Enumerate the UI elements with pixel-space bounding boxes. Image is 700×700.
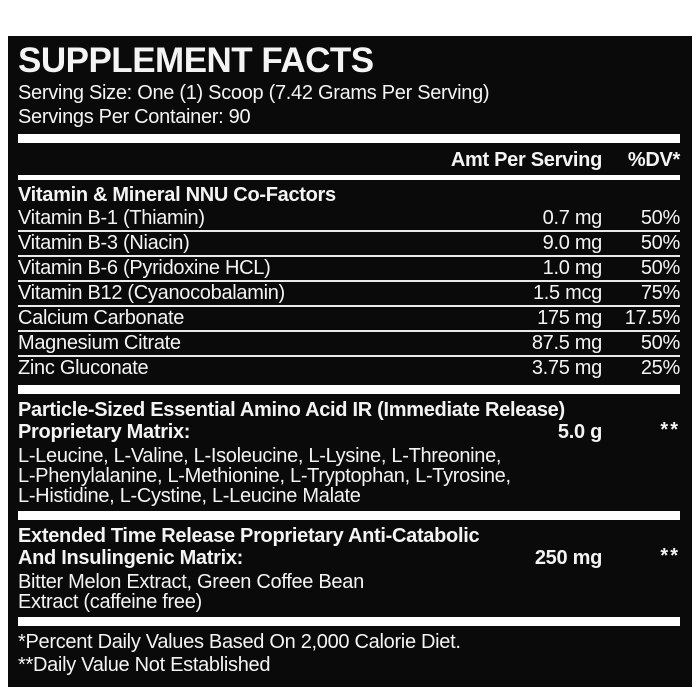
matrix-ingredients: L-Leucine, L-Valine, L-Isoleucine, L-Lys… bbox=[18, 445, 511, 507]
divider-medium bbox=[18, 175, 680, 180]
matrix-name: Particle-Sized Essential Amino Acid IR (… bbox=[18, 399, 565, 443]
ingredient-name: Zinc Gluconate bbox=[18, 357, 149, 379]
ingredient-amount: 0.7 mg bbox=[542, 207, 603, 229]
column-header-amount: Amt Per Serving bbox=[450, 149, 602, 171]
matrix-amount: 5.0 g bbox=[557, 421, 602, 443]
serving-size: Serving Size: One (1) Scoop (7.42 Grams … bbox=[18, 82, 490, 104]
ingredient-amount: 3.75 mg bbox=[531, 357, 602, 379]
page-title: SUPPLEMENT FACTS bbox=[18, 41, 374, 80]
table-row: Calcium Carbonate 175 mg 17.5% bbox=[18, 307, 680, 332]
footnote-dv-not-established: **Daily Value Not Established bbox=[18, 654, 271, 676]
divider-thick bbox=[18, 617, 680, 626]
divider-thick bbox=[18, 134, 680, 143]
matrix-amount: 250 mg bbox=[534, 547, 602, 569]
divider-thick bbox=[18, 385, 680, 394]
ingredient-name: Vitamin B-1 (Thiamin) bbox=[18, 207, 205, 229]
ingredient-name: Vitamin B-6 (Pyridoxine HCL) bbox=[18, 257, 271, 279]
ingredient-dv: 50% bbox=[640, 207, 680, 229]
ingredient-amount: 87.5 mg bbox=[531, 332, 602, 354]
ingredient-amount: 175 mg bbox=[537, 307, 602, 329]
column-header-row: Amt Per Serving %DV* bbox=[18, 148, 680, 172]
section-header-cofactors: Vitamin & Mineral NNU Co-Factors bbox=[18, 184, 336, 206]
proprietary-matrix-1: Particle-Sized Essential Amino Acid IR (… bbox=[18, 399, 680, 506]
ingredient-amount: 1.0 mg bbox=[542, 257, 603, 279]
divider-thick bbox=[18, 511, 680, 520]
ingredient-name: Vitamin B12 (Cyanocobalamin) bbox=[18, 282, 285, 304]
ingredient-dv: 17.5% bbox=[624, 307, 681, 329]
ingredient-amount: 9.0 mg bbox=[542, 232, 603, 254]
ingredient-dv: 50% bbox=[640, 257, 680, 279]
matrix-ingredients: Bitter Melon Extract, Green Coffee Bean … bbox=[18, 571, 364, 613]
column-header-dv: %DV* bbox=[627, 149, 680, 171]
cofactors-table: Vitamin B-1 (Thiamin) 0.7 mg 50% Vitamin… bbox=[18, 207, 680, 380]
footnote-dv-basis: *Percent Daily Values Based On 2,000 Cal… bbox=[18, 631, 461, 653]
ingredient-name: Magnesium Citrate bbox=[18, 332, 181, 354]
ingredient-dv: 25% bbox=[640, 357, 680, 379]
matrix-name: Extended Time Release Proprietary Anti-C… bbox=[18, 525, 480, 569]
table-row: Magnesium Citrate 87.5 mg 50% bbox=[18, 332, 680, 357]
matrix-dv: ** bbox=[660, 545, 680, 567]
proprietary-matrix-2: Extended Time Release Proprietary Anti-C… bbox=[18, 525, 680, 612]
ingredient-dv: 50% bbox=[640, 232, 680, 254]
ingredient-name: Vitamin B-3 (Niacin) bbox=[18, 232, 190, 254]
ingredient-dv: 50% bbox=[640, 332, 680, 354]
table-row: Vitamin B-3 (Niacin) 9.0 mg 50% bbox=[18, 232, 680, 257]
servings-per-container: Servings Per Container: 90 bbox=[18, 106, 251, 128]
table-row: Vitamin B12 (Cyanocobalamin) 1.5 mcg 75% bbox=[18, 282, 680, 307]
supplement-facts-panel: SUPPLEMENT FACTS Serving Size: One (1) S… bbox=[8, 36, 692, 687]
footnotes: *Percent Daily Values Based On 2,000 Cal… bbox=[18, 631, 680, 677]
matrix-dv: ** bbox=[660, 419, 680, 441]
ingredient-name: Calcium Carbonate bbox=[18, 307, 185, 329]
table-row: Vitamin B-1 (Thiamin) 0.7 mg 50% bbox=[18, 207, 680, 232]
table-row: Vitamin B-6 (Pyridoxine HCL) 1.0 mg 50% bbox=[18, 257, 680, 282]
ingredient-amount: 1.5 mcg bbox=[532, 282, 602, 304]
ingredient-dv: 75% bbox=[640, 282, 680, 304]
table-row: Zinc Gluconate 3.75 mg 25% bbox=[18, 357, 680, 380]
